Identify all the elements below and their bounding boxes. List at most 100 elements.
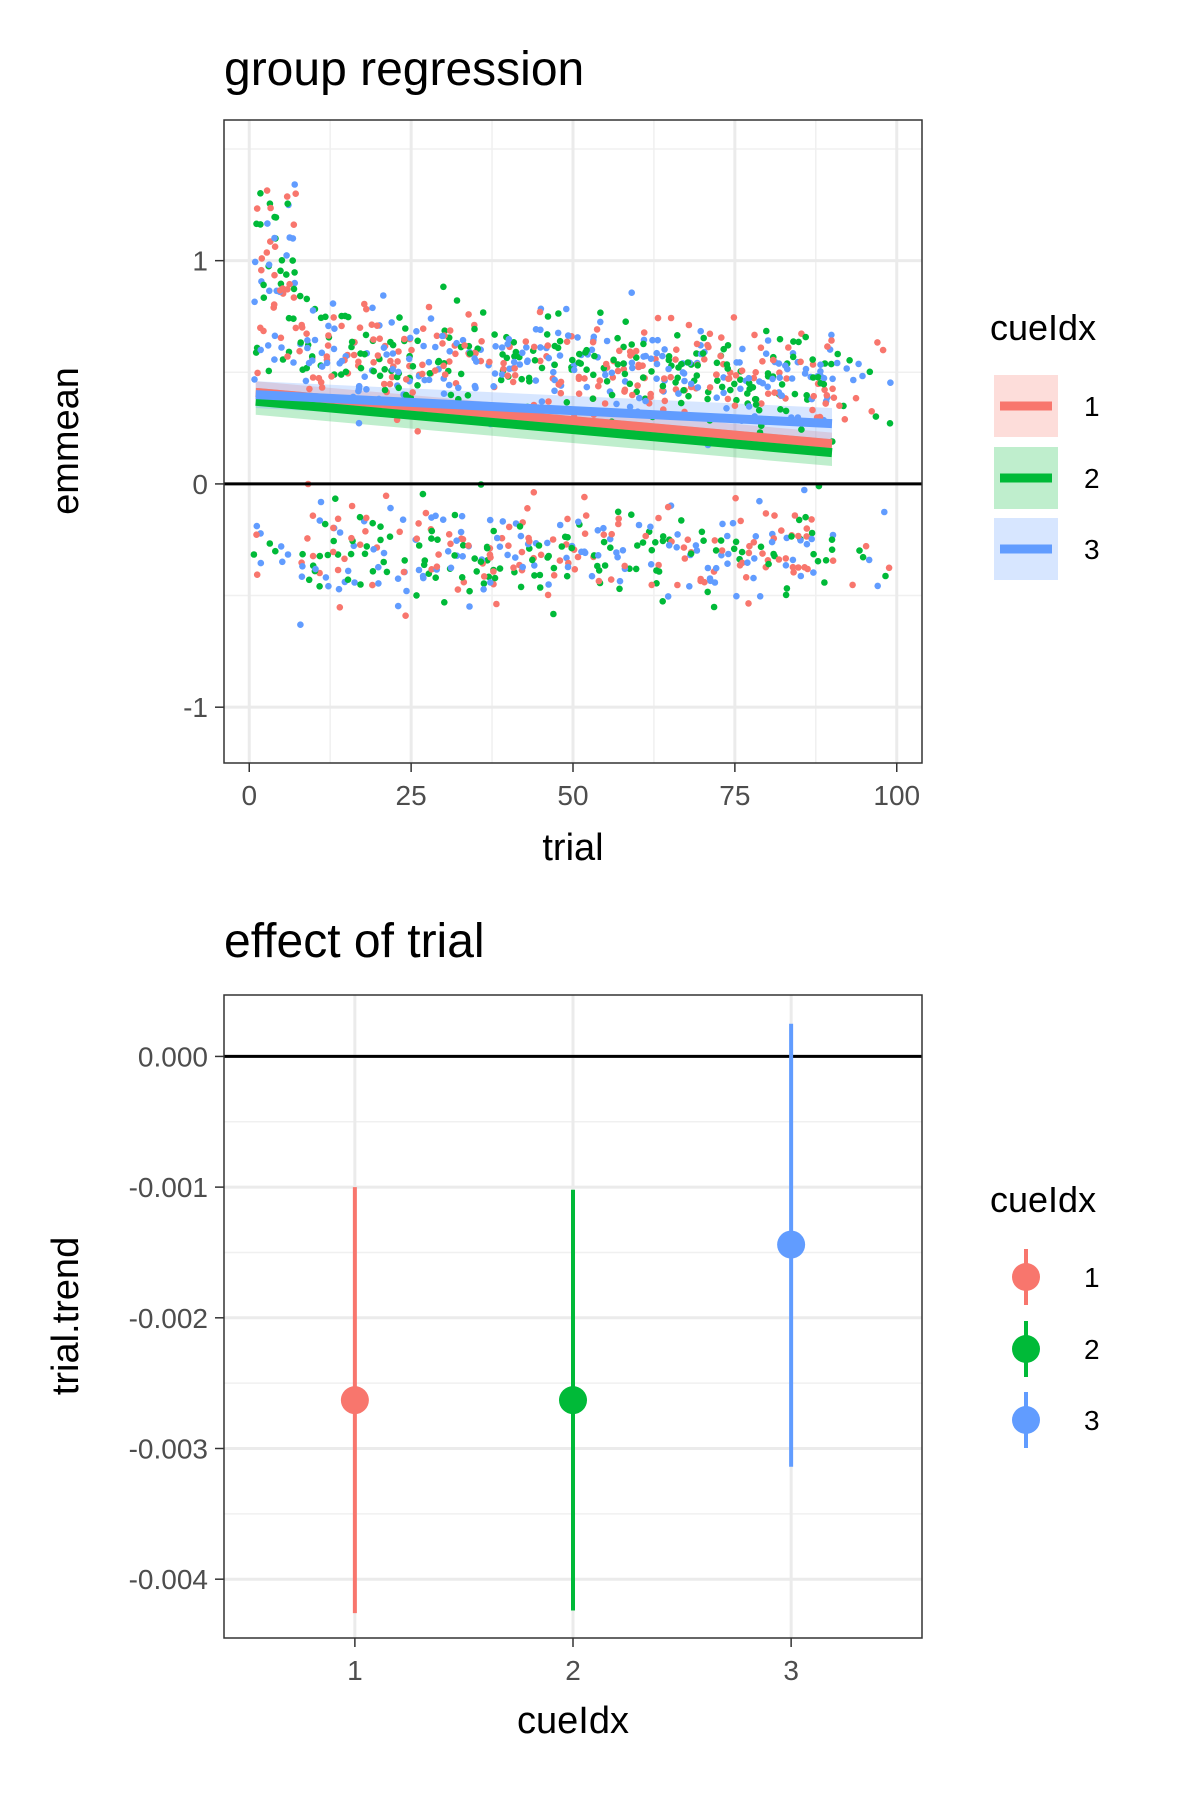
data-point [593,326,601,333]
data-point [798,426,805,433]
data-point [801,370,809,377]
data-point [778,527,785,534]
data-point [561,533,569,541]
data-point [446,327,454,334]
legend-label: 2 [1084,463,1100,494]
data-point [738,548,746,556]
data-point [739,345,746,353]
data-point [649,336,656,344]
data-point [292,190,300,197]
data-point [665,365,672,373]
estimate-point [340,1386,369,1415]
fit-line [255,396,833,458]
data-point [808,516,815,523]
data-point [451,552,458,559]
data-point [828,546,836,553]
data-point [316,517,324,524]
data-point [613,400,620,408]
data-point [706,330,714,338]
data-point [381,366,389,373]
data-point [531,562,538,569]
data-point [512,554,519,561]
data-point [762,350,770,358]
data-point [768,538,776,546]
data-point [583,346,590,354]
data-point [537,551,545,559]
data-point [263,249,271,256]
data-point [803,392,810,399]
data-point [872,413,880,420]
data-point [628,359,636,367]
x-tick-label: 3 [783,1655,799,1686]
data-point [380,549,388,557]
data-point [678,517,685,524]
data-point [589,338,597,346]
x-tick-label: 0 [241,780,257,811]
data-point [571,566,579,573]
data-point [850,376,857,384]
data-point [304,337,311,344]
data-point [363,386,370,393]
y-tick-label: 0 [192,469,208,500]
y-tick-label: -0.002 [129,1303,208,1334]
data-point [486,358,493,366]
data-point [408,346,415,354]
data-point [492,343,499,350]
data-point [707,577,714,585]
data-point [375,563,382,571]
data-point [679,369,687,376]
data-point [291,269,298,276]
data-point [886,420,894,427]
data-point [381,386,389,394]
data-point [822,400,829,407]
data-point [362,331,370,339]
data-point [659,382,667,390]
data-point [711,537,719,544]
data-point [674,581,681,589]
data-point [758,400,765,407]
y-tick-label: 1 [192,246,208,277]
data-point [746,542,753,550]
data-point [694,384,702,391]
trend-legend-keys [1012,1249,1040,1448]
data-point [632,565,640,573]
data-point [477,558,485,565]
data-point [602,360,610,368]
data-point [383,351,390,358]
data-point [614,361,622,368]
data-point [523,344,530,351]
data-point [363,543,371,550]
data-point [505,542,512,549]
data-point [538,364,546,372]
data-point [654,336,661,344]
data-point [453,339,460,347]
data-point [633,354,640,361]
data-point [849,581,856,589]
data-point [769,356,777,364]
data-point [556,352,564,359]
data-point [647,390,654,398]
data-point [810,550,817,558]
data-point [415,566,423,574]
data-point [640,329,648,336]
data-point [551,387,558,395]
legend-label: 1 [1084,1262,1100,1293]
data-point [685,392,692,400]
data-point [446,348,454,355]
data-point [661,346,668,353]
data-point [435,357,443,365]
data-point [588,346,596,354]
data-point [395,368,402,376]
data-point [446,358,453,365]
data-point [383,568,391,576]
data-point [634,542,641,549]
data-point [271,243,279,250]
data-point [738,367,746,375]
data-point [453,297,461,304]
data-point [751,331,758,339]
data-point [457,370,465,378]
legend-key-point [1012,1263,1040,1291]
data-point [518,375,525,383]
data-point [421,557,429,564]
data-point [608,369,616,377]
